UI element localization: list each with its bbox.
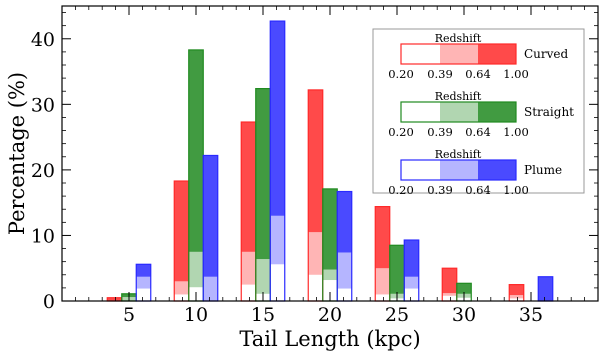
bar-segment-curved xyxy=(241,285,256,301)
bar-segment-curved xyxy=(375,294,390,301)
legend-tick-label: 0.64 xyxy=(465,67,491,81)
bar-segment-plume xyxy=(404,289,419,301)
legend: Redshift Curved 0.20 0.39 0.64 1.00 Redshift St… xyxy=(372,28,585,197)
bar-segment-plume xyxy=(270,21,285,216)
legend-tick-label: 0.64 xyxy=(465,183,491,197)
x-tick-label: 5 xyxy=(123,304,135,326)
x-tick-label: 25 xyxy=(385,304,409,326)
legend-colorbar-segment xyxy=(440,160,478,180)
bar-segment-plume xyxy=(203,155,218,277)
legend-colorbar-segment xyxy=(440,44,478,64)
bar-segment-plume xyxy=(404,276,419,289)
bar-segment-curved xyxy=(174,294,189,301)
bar-segment-plume xyxy=(270,215,285,265)
legend-colorbar-segment xyxy=(401,160,440,180)
y-tick-label: 20 xyxy=(31,160,55,182)
x-tick-label: 10 xyxy=(184,304,208,326)
bar-segment-curved xyxy=(509,295,524,299)
legend-tick-label: 0.39 xyxy=(427,67,453,81)
bar-segment-curved xyxy=(375,268,390,295)
bar-segment-plume xyxy=(404,240,419,277)
bar-segment-straight xyxy=(322,269,338,281)
legend-title: Redshift xyxy=(435,148,482,161)
y-tick-label: 30 xyxy=(31,94,55,116)
bar-segment-straight xyxy=(389,245,405,294)
legend-colorbar-segment xyxy=(401,44,440,64)
bar-segment-curved xyxy=(442,293,457,296)
x-tick-label: 35 xyxy=(519,304,543,326)
bar-segment-straight xyxy=(188,251,204,288)
legend-tick-label: 0.39 xyxy=(427,125,453,139)
y-tick-label: 10 xyxy=(31,225,55,247)
bar-segment-plume xyxy=(203,276,218,301)
legend-title: Redshift xyxy=(435,90,482,103)
legend-tick-label: 1.00 xyxy=(503,183,529,197)
legend-tick-label: 0.20 xyxy=(388,125,414,139)
axis-ticks xyxy=(62,6,598,302)
legend-colorbar-frame xyxy=(400,101,517,123)
bar-segment-curved xyxy=(308,232,323,275)
legend-tick-label: 0.39 xyxy=(427,183,453,197)
bar-segment-straight xyxy=(188,49,204,252)
bar-segment-curved xyxy=(308,89,323,233)
bar-segment-plume xyxy=(136,264,151,277)
x-axis-label: Tail Length (kpc) xyxy=(239,327,420,351)
y-tick-label: 40 xyxy=(31,29,55,51)
bar-segment-curved xyxy=(442,268,457,294)
bar-segment-plume xyxy=(337,191,352,253)
bar-segment-straight xyxy=(255,259,271,294)
legend-colorbar-frame xyxy=(400,43,517,65)
bar-segment-curved xyxy=(442,296,457,301)
legend-tick-label: 1.00 xyxy=(503,67,529,81)
legend-colorbar-segment xyxy=(440,102,478,122)
bar-segment-curved xyxy=(375,206,390,269)
bar-segment-curved xyxy=(174,181,189,282)
bar-group xyxy=(106,20,554,302)
bar-segment-plume xyxy=(538,276,553,301)
tick-labels: 5 10 15 20 25 30 35 0 10 20 30 40 xyxy=(31,29,543,326)
bar-segment-plume xyxy=(136,289,151,301)
bar-segment-plume xyxy=(337,252,352,289)
bar-segment-plume xyxy=(337,289,352,301)
bar-segment-curved xyxy=(509,284,524,296)
legend-tick-label: 0.20 xyxy=(388,67,414,81)
legend-colorbar-frame xyxy=(400,159,517,181)
legend-series-label: Curved xyxy=(524,47,569,61)
bar-segment-curved xyxy=(308,275,323,301)
x-tick-label: 15 xyxy=(251,304,275,326)
legend-tick-label: 0.20 xyxy=(388,183,414,197)
bar-segment-straight xyxy=(255,88,271,260)
x-tick-label: 20 xyxy=(318,304,342,326)
legend-title: Redshift xyxy=(435,32,482,45)
y-tick-label: 0 xyxy=(43,291,55,313)
bar-segment-straight xyxy=(322,188,338,270)
bar-segment-curved xyxy=(241,122,256,252)
bar-segment-curved xyxy=(241,251,256,285)
x-tick-label: 30 xyxy=(452,304,476,326)
bar-segment-plume xyxy=(270,264,285,301)
legend-colorbar-segment xyxy=(478,160,516,180)
bar-segment-plume xyxy=(136,276,151,289)
bar-segment-straight xyxy=(456,283,472,294)
legend-series-label: Straight xyxy=(524,105,574,119)
legend-tick-label: 1.00 xyxy=(503,125,529,139)
y-axis-label: Percentage (%) xyxy=(5,72,29,235)
bar-segment-curved xyxy=(174,281,189,295)
legend-colorbar-segment xyxy=(478,44,516,64)
legend-tick-label: 0.64 xyxy=(465,125,491,139)
bar-segment-curved xyxy=(107,297,122,301)
legend-colorbar-segment xyxy=(401,102,440,122)
legend-series-label: Plume xyxy=(524,163,562,177)
legend-colorbar-segment xyxy=(478,102,516,122)
